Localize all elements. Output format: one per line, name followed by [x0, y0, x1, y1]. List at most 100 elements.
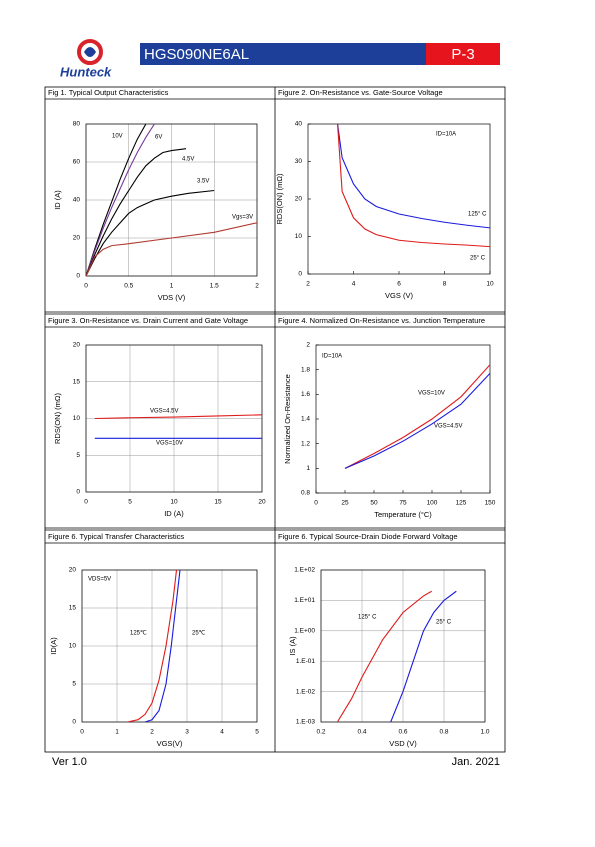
x-tick-label: 5: [255, 729, 259, 736]
panel-title: Figure 6. Typical Transfer Characteristi…: [48, 532, 184, 541]
panel-title: Figure 4. Normalized On-Resistance vs. J…: [278, 316, 485, 325]
y-tick-label: 20: [69, 567, 77, 574]
x-axis-title: VGS (V): [385, 291, 413, 300]
x-tick-label: 15: [214, 499, 222, 506]
annotation: ID=10A: [322, 354, 342, 360]
series-line: [127, 570, 178, 722]
series-label: 125℃: [130, 631, 147, 637]
series-label: VGS=10V: [156, 441, 183, 447]
panel-title: Figure 2. On-Resistance vs. Gate-Source …: [278, 88, 443, 97]
y-tick-label: 1.6: [301, 391, 310, 398]
y-tick-label: 1.E-02: [296, 688, 316, 695]
y-tick-label: 1: [306, 465, 310, 472]
y-axis-title: RDS(ON) (mΩ): [53, 392, 62, 444]
series-label: 3.5V: [197, 179, 209, 185]
series-line: [390, 590, 457, 722]
title-bar: [140, 43, 426, 65]
y-axis-title: IS (A): [288, 636, 297, 656]
y-tick-label: 0: [298, 271, 302, 278]
series-line: [336, 590, 432, 722]
x-tick-label: 100: [427, 500, 438, 507]
series-line: [86, 148, 187, 276]
annotation: VDS=5V: [88, 577, 111, 583]
x-tick-label: 6: [397, 281, 401, 288]
x-axis-title: ID (A): [164, 509, 184, 518]
x-tick-label: 5: [128, 499, 132, 506]
series-line: [94, 414, 262, 420]
x-tick-label: 4: [352, 281, 356, 288]
y-tick-label: 10: [295, 233, 303, 240]
x-axis-title: VSD (V): [389, 739, 417, 748]
y-tick-label: 15: [69, 605, 77, 612]
x-tick-label: 75: [399, 500, 407, 507]
y-tick-label: 0.8: [301, 490, 310, 497]
series-line: [86, 189, 215, 276]
y-tick-label: 10: [73, 415, 81, 422]
x-tick-label: 0: [314, 500, 318, 507]
y-tick-label: 0: [76, 273, 80, 280]
series-label: Vgs=3V: [232, 215, 253, 221]
y-tick-label: 1.E-01: [296, 658, 316, 665]
y-axis-title: RDS(ON) (mΩ): [275, 173, 284, 225]
x-tick-label: 1: [170, 283, 174, 290]
series-label: 25° C: [470, 256, 486, 262]
plot-frame: [85, 123, 258, 277]
x-tick-label: 0: [84, 499, 88, 506]
x-tick-label: 8: [443, 281, 447, 288]
x-tick-label: 2: [255, 283, 259, 290]
y-tick-label: 20: [73, 235, 81, 242]
part-number: HGS090NE6AL: [144, 46, 249, 63]
x-tick-label: 1: [115, 729, 119, 736]
x-axis-title: VGS(V): [157, 739, 183, 748]
y-tick-label: 2: [306, 342, 310, 349]
y-tick-label: 10: [69, 643, 77, 650]
x-tick-label: 1.0: [480, 729, 489, 736]
series-label: 125° C: [358, 615, 377, 621]
y-axis-title: Normalized On-Resistance: [283, 374, 292, 464]
date: Jan. 2021: [452, 756, 500, 768]
x-tick-label: 125: [456, 500, 467, 507]
y-tick-label: 5: [72, 681, 76, 688]
y-axis-title: ID (A): [53, 190, 62, 210]
y-tick-label: 60: [73, 159, 81, 166]
plot-frame: [85, 344, 263, 493]
x-tick-label: 0.2: [316, 729, 325, 736]
panel-grid: [44, 86, 506, 753]
series-label: 4.5V: [182, 157, 194, 163]
series-label: 6V: [155, 135, 162, 141]
y-axis-title: ID(A): [49, 637, 58, 655]
panel-title: Fig 1. Typical Output Characteristics: [48, 88, 169, 97]
series-line: [344, 372, 490, 469]
y-tick-label: 1.E+00: [294, 628, 315, 635]
x-tick-label: 0.5: [124, 283, 133, 290]
y-tick-label: 1.E-03: [296, 719, 316, 726]
x-axis-title: VDS (V): [158, 293, 186, 302]
y-tick-label: 30: [295, 158, 303, 165]
x-tick-label: 10: [170, 499, 178, 506]
y-tick-label: 20: [295, 196, 303, 203]
series-label: 25° C: [436, 620, 452, 626]
logo-text: Hunteck: [60, 64, 112, 79]
plot-frame: [81, 569, 258, 723]
y-tick-label: 1.E+02: [294, 567, 315, 574]
panel-title: Figure 6. Typical Source-Drain Diode For…: [278, 532, 458, 541]
series-label: 10V: [112, 134, 123, 140]
x-tick-label: 3: [185, 729, 189, 736]
panel-title: Figure 3. On-Resistance vs. Drain Curren…: [48, 316, 248, 325]
series-line: [144, 570, 181, 722]
series-label: VGS=4.5V: [434, 424, 463, 430]
series-line: [344, 364, 490, 469]
y-tick-label: 0: [76, 489, 80, 496]
series-line: [86, 222, 257, 276]
page-box: [426, 43, 500, 65]
y-tick-label: 5: [76, 452, 80, 459]
annotation: ID=10A: [436, 132, 456, 138]
series-label: 125° C: [468, 212, 487, 218]
series-label: VGS=10V: [418, 391, 445, 397]
y-tick-label: 15: [73, 378, 81, 385]
y-tick-label: 1.E+01: [294, 597, 315, 604]
series-label: VGS=4.5V: [150, 409, 179, 415]
x-tick-label: 10: [486, 281, 494, 288]
x-axis-title: Temperature (°C): [374, 510, 432, 519]
y-tick-label: 0: [72, 719, 76, 726]
